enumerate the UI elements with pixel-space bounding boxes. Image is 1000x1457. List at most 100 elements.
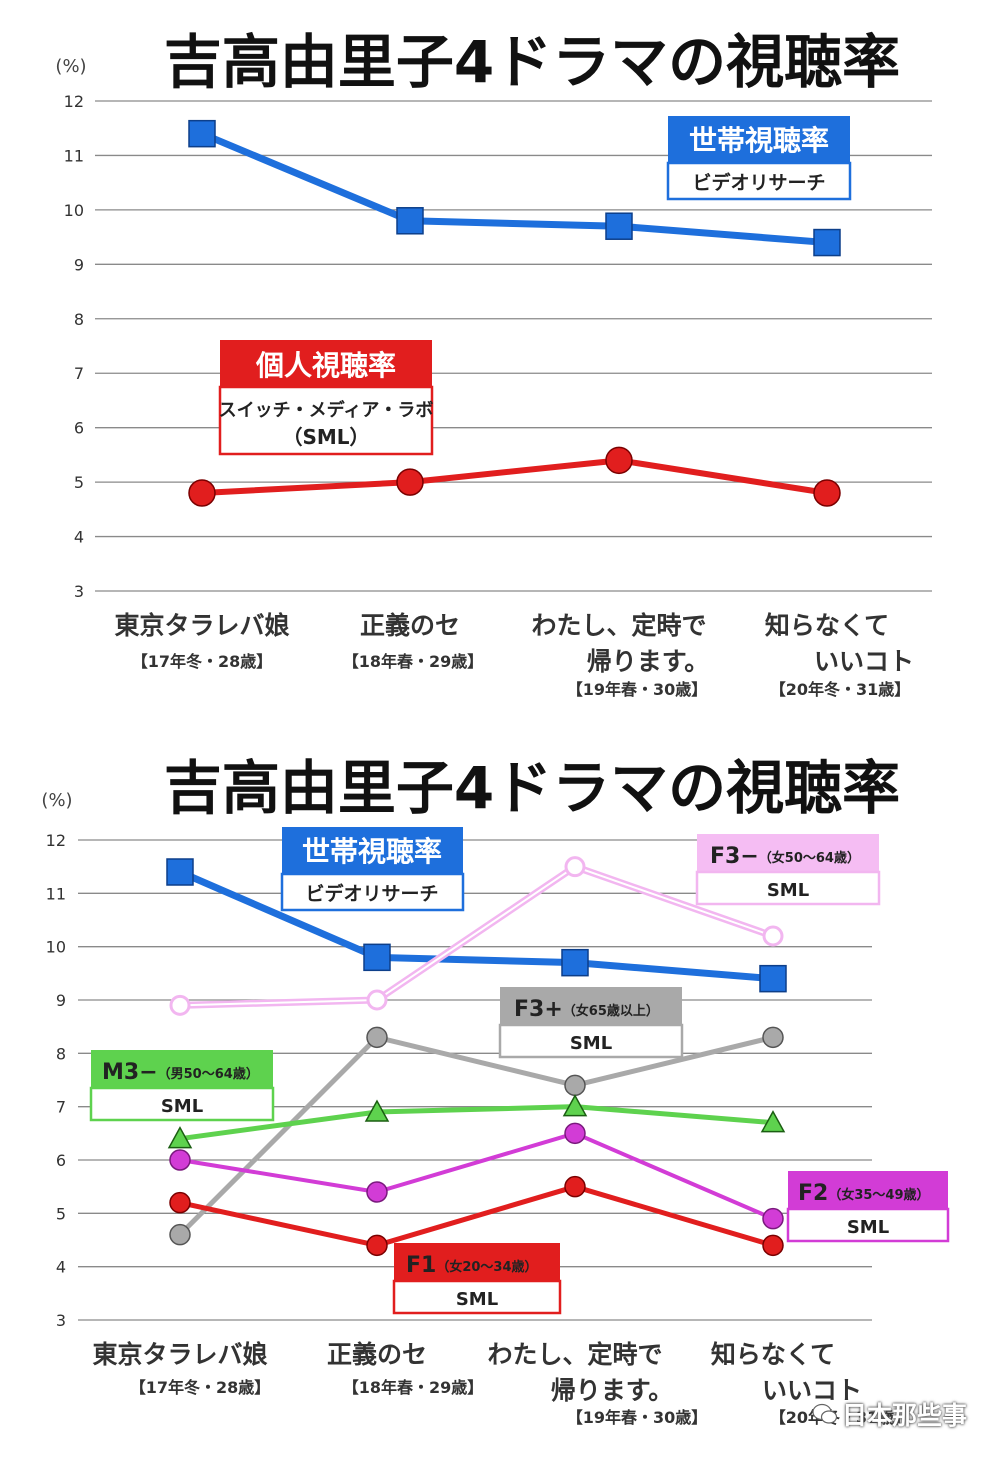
data-point: [564, 1122, 586, 1145]
series-line-household: [200, 130, 828, 247]
chart-2-y-ticks: 3 4 5 6 7 8 9 10 11 12: [46, 831, 66, 1330]
legend-personal-title: 個人視聴率: [255, 349, 396, 382]
legend-f3plus-detail: （女65歳以上）: [563, 1003, 659, 1019]
legend-f2: F2（女35～49歳） SML: [786, 1171, 950, 1243]
data-point: [188, 119, 216, 148]
chart-2: 吉高由里子4ドラマの視聴率 (%) 3 4 5 6 7 8 9 10 11 12 東京タラレバ娘【…: [41, 754, 950, 1427]
legend-m3minus-source: SML: [161, 1096, 203, 1117]
chart-1-series: [188, 119, 841, 507]
data-point: [762, 1234, 784, 1257]
legend-personal: 個人視聴率 スイッチ・メディア・ラボ （SML）: [219, 340, 433, 456]
y-tick-label: 4: [74, 528, 84, 547]
x-tick-label: 正義のセ: [327, 1340, 427, 1369]
data-point: [167, 1126, 193, 1149]
data-point: [396, 468, 424, 496]
series-f3minus: [169, 856, 784, 1016]
data-point: [169, 1191, 191, 1214]
chart-1-y-ticks: 3 4 5 6 7 8 9 10 11 12: [64, 92, 84, 601]
y-tick-label: 11: [64, 146, 84, 165]
data-point: [364, 1099, 390, 1122]
data-point: [366, 1234, 388, 1257]
legend-f2-box: [786, 1207, 950, 1243]
legend-m3minus-header: [91, 1050, 273, 1088]
wechat-icon: [812, 1403, 838, 1424]
legend-household-1-header: [668, 116, 850, 163]
legend-f3minus-header: [697, 834, 879, 872]
legend-personal-source-2: （SML）: [282, 425, 369, 449]
data-point: [561, 948, 589, 977]
data-point: [166, 858, 194, 886]
series-line-m3minus: [179, 1104, 774, 1142]
data-point: [760, 1110, 786, 1133]
y-tick-label: 6: [56, 1151, 66, 1170]
legend-household-1-title: 世帯視聴率: [689, 124, 829, 157]
data-point: [396, 207, 424, 235]
x-tick-label: わたし、定時で: [487, 1340, 662, 1369]
legend-household-1-box: [666, 161, 852, 201]
legend-f3minus-label: F3−（女50～64歳）: [710, 844, 860, 869]
legend-m3minus-box: [89, 1086, 275, 1122]
x-tick-sublabel: 【18年春・29歳】: [343, 652, 484, 671]
x-tick-label: いいコト: [814, 647, 914, 676]
x-tick-label: 帰ります。: [551, 1376, 674, 1405]
data-point: [366, 1026, 388, 1049]
series-line-f3minus-inner: [179, 865, 774, 1007]
legend-household-2-source: ビデオリサーチ: [305, 882, 438, 905]
y-tick-label: 10: [46, 938, 66, 957]
legend-household-2-title: 世帯視聴率: [302, 835, 442, 868]
chart-1: 吉高由里子4ドラマの視聴率 (%) 3 4 5 6 7 8 9 10 11 12 東京タラレバ娘【…: [55, 28, 932, 699]
legend-f3plus-code: F3+: [514, 997, 563, 1022]
legend-f2-header: [788, 1171, 948, 1209]
data-point: [759, 964, 787, 993]
legend-f3plus-label: F3+（女65歳以上）: [514, 997, 659, 1022]
series-line-household: [178, 868, 774, 983]
chart-2-unit: (%): [41, 790, 72, 811]
x-tick-sublabel: 【19年春・30歳】: [567, 680, 708, 699]
y-tick-label: 10: [64, 201, 84, 220]
legend-m3minus-code: M3−: [102, 1060, 158, 1085]
legend-f2-source: SML: [847, 1217, 889, 1238]
legend-m3minus: M3−（男50～64歳） SML: [89, 1050, 275, 1122]
chart-2-title: 吉高由里子4ドラマの視聴率: [164, 754, 900, 822]
chart-2-x-labels: 東京タラレバ娘【17年冬・28歳】 正義のセ【18年春・29歳】わたし、定時で帰り…: [92, 1340, 910, 1427]
x-tick-label: 知らなくて: [765, 611, 889, 640]
data-point: [169, 1223, 191, 1246]
chart-1-unit: (%): [55, 56, 86, 77]
legend-m3minus-label: M3−（男50～64歳）: [102, 1060, 259, 1085]
series-line-f2: [179, 1131, 774, 1221]
data-point: [762, 1207, 784, 1230]
series-household: [166, 858, 787, 993]
data-point: [169, 994, 191, 1016]
y-tick-label: 5: [56, 1204, 66, 1223]
series-f1: [169, 1175, 784, 1257]
y-tick-label: 7: [74, 364, 84, 383]
series-line-f1: [179, 1184, 774, 1248]
data-point: [605, 446, 633, 475]
chart-1-title: 吉高由里子4ドラマの視聴率: [164, 28, 900, 96]
legend-household-2: 世帯視聴率 ビデオリサーチ: [280, 827, 465, 912]
legend-f1-source: SML: [456, 1289, 498, 1310]
x-tick-label: 正義のセ: [360, 611, 460, 640]
y-tick-label: 3: [74, 582, 84, 601]
chart-2-series: [166, 856, 787, 1257]
legend-f3minus-box: [695, 870, 881, 906]
data-point: [605, 212, 633, 240]
y-tick-label: 5: [74, 473, 84, 492]
legend-f3plus-box: [498, 1023, 684, 1059]
series-line-personal: [201, 457, 828, 496]
legend-f3minus: F3−（女50～64歳） SML: [695, 834, 881, 906]
x-tick-label: いいコト: [762, 1376, 862, 1405]
legend-household-1: 世帯視聴率 ビデオリサーチ: [666, 116, 852, 201]
legend-m3minus-detail: （男50～64歳）: [158, 1066, 259, 1082]
x-tick-sublabel: 【17年冬・28歳】: [130, 1378, 271, 1397]
legend-household-2-box: [280, 872, 465, 912]
legend-f2-detail: （女35～49歳）: [828, 1187, 929, 1203]
x-tick-label: 東京タラレバ娘: [114, 611, 289, 640]
data-point: [562, 1094, 588, 1117]
x-tick-sublabel: 【17年冬・28歳】: [132, 652, 273, 671]
legend-f1: F1（女20～34歳） SML: [392, 1243, 562, 1315]
x-tick-label: 東京タラレバ娘: [92, 1340, 267, 1369]
series-f2: [169, 1122, 784, 1230]
legend-f1-code: F1: [406, 1253, 436, 1278]
